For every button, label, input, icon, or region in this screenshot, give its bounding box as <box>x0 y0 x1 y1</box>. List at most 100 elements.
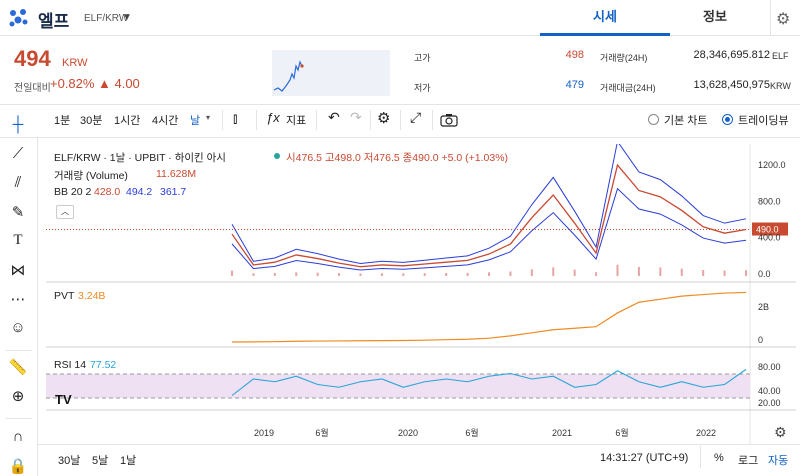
last-price-tag <box>752 222 788 236</box>
current-price: 494 <box>14 46 51 71</box>
x-tick-label: 2020 <box>398 428 418 438</box>
measure-icon[interactable]: ⋯ <box>10 291 26 308</box>
settings-icon[interactable]: ⚙ <box>377 110 391 127</box>
divider <box>316 110 317 130</box>
tradingview-label[interactable]: 트레이딩뷰 <box>738 115 789 127</box>
price-tick-label: 0.0 <box>758 269 771 279</box>
collapse-legend-button[interactable]: ︿ <box>56 205 74 219</box>
volume-legend-label: 거래량 (Volume) <box>54 170 128 182</box>
volume-bar <box>295 272 298 276</box>
divider <box>432 110 433 130</box>
redo-icon[interactable]: ↷ <box>350 109 362 125</box>
ohlc-values: 시476.5 고498.0 저476.5 종490.0 +5.0 (+1.03%… <box>286 152 509 164</box>
coin-logo-icon <box>9 9 28 27</box>
fullscreen-icon[interactable]: ⤢ <box>410 109 422 125</box>
volume-bar <box>252 273 255 276</box>
change-amount: ▲ 4.00 <box>98 76 140 91</box>
pattern-icon[interactable]: ⋈ <box>10 262 26 279</box>
tab-market[interactable]: 시세 <box>540 0 670 36</box>
trendline-icon[interactable]: ⟋ <box>12 145 24 162</box>
volume-label: 거래량(24H) <box>600 53 648 63</box>
auto-toggle[interactable]: 자동 <box>768 455 789 467</box>
chevron-down-icon[interactable]: ▾ <box>206 113 211 122</box>
chart-toolbar <box>0 104 800 138</box>
range-30d[interactable]: 30날 <box>58 455 81 467</box>
percent-toggle[interactable]: % <box>714 452 724 464</box>
fib-icon[interactable]: ⫽ <box>14 174 22 191</box>
brush-icon[interactable]: ✎ <box>11 204 25 221</box>
gear-icon[interactable]: ⚙ <box>776 11 791 28</box>
crosshair-icon[interactable]: ┼ <box>12 116 24 133</box>
x-tick-label: 6월 <box>465 427 478 438</box>
basic-chart-label[interactable]: 기본 차트 <box>664 115 708 127</box>
radio-tradingview[interactable] <box>722 114 733 125</box>
range-1d[interactable]: 1날 <box>120 455 137 467</box>
radio-basic-chart[interactable] <box>648 114 659 125</box>
ruler-icon[interactable]: 📏 <box>8 359 28 376</box>
amount-label: 거래대금(24H) <box>600 83 656 93</box>
volume-bar <box>680 268 683 276</box>
volume-legend-value: 11.628M <box>156 168 197 180</box>
interval-30m[interactable]: 30분 <box>80 115 103 127</box>
price-unit: KRW <box>62 57 88 69</box>
mini-price-chart <box>272 50 390 96</box>
amount-unit: KRW <box>770 81 791 91</box>
interval-4h[interactable]: 4시간 <box>152 115 179 127</box>
function-icon[interactable]: ƒx <box>266 110 280 125</box>
x-tick-label: 6월 <box>615 427 628 438</box>
volume-bar <box>359 273 362 276</box>
volume-bar <box>380 273 383 276</box>
bb-upper-line <box>231 144 747 264</box>
rsi-tick-label: 40.00 <box>758 386 781 396</box>
coin-dropdown-icon[interactable]: ▼ <box>122 12 132 23</box>
pvt-line <box>231 291 747 343</box>
text-icon[interactable]: T <box>13 232 23 248</box>
rsi-tick-label: 20.00 <box>758 398 781 408</box>
low-value: 479 <box>565 79 584 91</box>
high-value: 498 <box>565 49 584 61</box>
high-label: 고가 <box>414 53 431 63</box>
lock-icon[interactable]: 🔒 <box>8 458 28 475</box>
range-5d[interactable]: 5날 <box>92 455 109 467</box>
volume-bar <box>573 269 576 276</box>
chart-settings-icon[interactable]: ⚙ <box>774 424 787 440</box>
volume-bar <box>488 272 490 276</box>
x-tick-label: 2022 <box>696 428 716 438</box>
volume-bar <box>402 273 405 276</box>
coin-pair: ELF/KRW <box>84 13 129 24</box>
x-tick-label: 6월 <box>315 427 328 438</box>
x-tick-label: 2019 <box>254 428 274 438</box>
emoji-icon[interactable]: ☺ <box>10 319 26 336</box>
divider <box>6 418 32 419</box>
bottom-bar <box>38 444 800 476</box>
pvt-tick-label: 0 <box>758 335 763 345</box>
interval-1h[interactable]: 1시간 <box>114 115 141 127</box>
interval-1m[interactable]: 1분 <box>54 115 71 127</box>
rsi-legend-label: RSI 14 <box>54 359 87 371</box>
volume-bar <box>273 273 276 276</box>
undo-icon[interactable]: ↶ <box>328 109 340 125</box>
divider <box>222 110 223 130</box>
rsi-legend-value: 77.52 <box>90 359 117 371</box>
pvt-legend-value: 3.24B <box>78 290 106 302</box>
magnet-icon[interactable]: ∩ <box>12 428 24 445</box>
tab-info[interactable]: 정보 <box>703 9 727 24</box>
interval-day[interactable]: 날 <box>190 115 201 127</box>
drawing-toolbar <box>0 138 38 476</box>
camera-icon[interactable] <box>440 113 458 127</box>
volume-bar <box>509 271 512 276</box>
volume-bar <box>723 270 726 276</box>
candle-style-icon[interactable]: ⫾ <box>233 110 238 126</box>
tradingview-logo: TV <box>55 392 72 407</box>
clock-time[interactable]: 14:31:27 (UTC+9) <box>600 452 689 464</box>
volume-bar <box>445 273 448 276</box>
pvt-tick-label: 2B <box>758 302 769 312</box>
indicator-button[interactable]: 지표 <box>286 115 307 127</box>
log-toggle[interactable]: 로그 <box>738 455 759 467</box>
volume-bar <box>466 272 469 276</box>
amount-value: 13,628,450,975 <box>693 79 770 91</box>
price-line <box>231 163 747 268</box>
volume-bar <box>745 270 747 276</box>
zoom-in-icon[interactable]: ⊕ <box>11 388 25 405</box>
